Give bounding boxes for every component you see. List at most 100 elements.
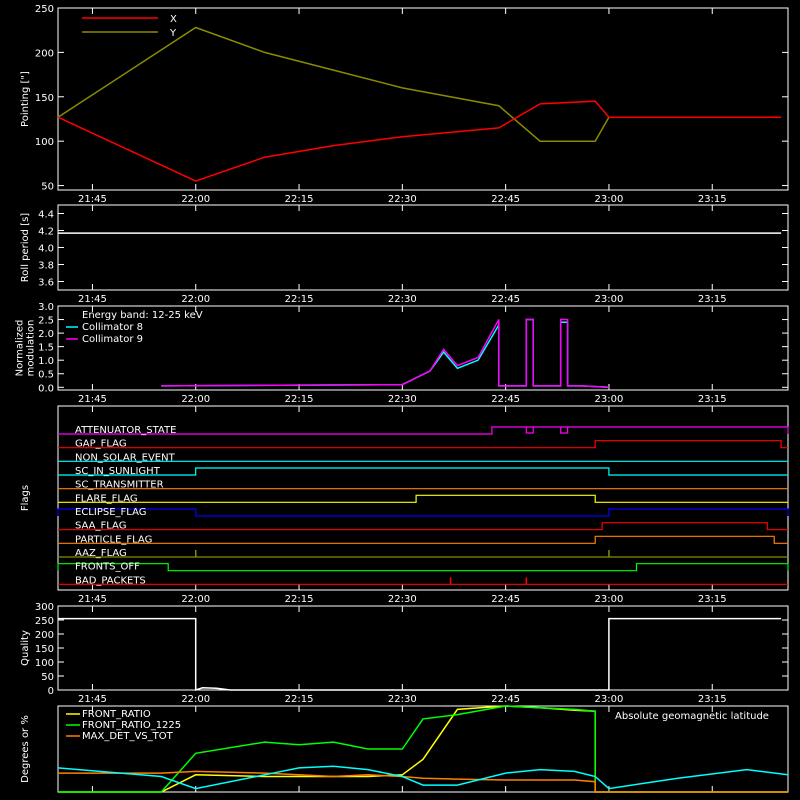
pointing-series-X — [57, 100, 782, 182]
y-tick-label: 50 — [41, 672, 54, 683]
legend-label-X: X — [170, 14, 177, 25]
flag-line-attenuator_state — [58, 426, 789, 435]
x-tick-label: 22:45 — [491, 394, 520, 405]
flag-label-bad_packets: BAD_PACKETS — [75, 575, 146, 586]
y-tick-label: 3.8 — [38, 261, 54, 272]
y-axis-label: Degrees or % — [20, 715, 31, 783]
legend-label: Collimator 8 — [82, 322, 143, 333]
y-tick-label: 2.0 — [38, 329, 54, 340]
x-tick-label: 23:00 — [595, 394, 624, 405]
y-tick-label: 0.0 — [38, 383, 54, 394]
y-tick-label: 250 — [35, 616, 54, 627]
y-axis-label: Quality — [20, 630, 31, 666]
x-tick-label: 22:00 — [181, 294, 210, 305]
y-tick-label: 0 — [48, 686, 54, 697]
legend-label: MAX_DET_VS_TOT — [82, 731, 174, 742]
x-tick-label: 23:15 — [698, 194, 727, 205]
x-tick-label: 23:00 — [595, 594, 624, 605]
y-axis-label: Roll period [s] — [20, 213, 31, 282]
x-tick-label: 23:15 — [698, 594, 727, 605]
legend-label: Collimator 9 — [82, 334, 143, 345]
flag-line-gap_flag — [58, 440, 788, 449]
x-tick-label: 23:15 — [698, 694, 727, 705]
modulation-series-collimator-8 — [161, 318, 609, 389]
x-tick-label: 23:00 — [595, 294, 624, 305]
flag-line-flare_flag — [58, 494, 788, 503]
flag-line-saa_flag — [58, 522, 788, 531]
y-tick-label: 200 — [35, 630, 54, 641]
y-tick-label: 200 — [35, 48, 54, 59]
y-tick-label: 3.6 — [38, 278, 54, 289]
flag-line-particle_flag — [58, 535, 788, 544]
flag-label-sc_in_sunlight: SC_IN_SUNLIGHT — [75, 466, 161, 477]
y-tick-label: 2.5 — [38, 316, 54, 327]
x-tick-label: 23:00 — [595, 194, 624, 205]
panel-frame-0 — [57, 7, 789, 191]
panel-frame-2 — [57, 305, 789, 391]
x-tick-label: 23:15 — [698, 294, 727, 305]
y-tick-label: 250 — [35, 4, 54, 15]
legend-label: FRONT_RATIO_1225 — [82, 720, 181, 731]
x-tick-label: 21:45 — [78, 294, 107, 305]
x-tick-label: 22:30 — [388, 594, 417, 605]
x-tick-label: 22:30 — [388, 194, 417, 205]
modulation-series-collimator-9 — [161, 318, 609, 389]
flag-label-saa_flag: SAA_FLAG — [75, 521, 126, 532]
y-tick-label: 150 — [35, 644, 54, 655]
x-tick-label: 22:45 — [491, 294, 520, 305]
flag-label-eclipse_flag: ECLIPSE_FLAG — [75, 507, 146, 518]
ratio-series-max_det_vs_tot — [58, 770, 788, 793]
flag-label-attenuator_state: ATTENUATOR_STATE — [75, 425, 176, 436]
x-tick-label: 21:45 — [78, 594, 107, 605]
flag-label-aaz_flag: AAZ_FLAG — [75, 548, 127, 559]
y-axis-label: modulation — [26, 320, 37, 377]
flag-label-flare_flag: FLARE_FLAG — [75, 493, 138, 504]
x-tick-label: 21:45 — [78, 194, 107, 205]
x-tick-label: 22:15 — [285, 194, 314, 205]
y-tick-label: 50 — [41, 182, 54, 193]
y-tick-label: 100 — [35, 658, 54, 669]
x-tick-label: 21:45 — [78, 394, 107, 405]
y-tick-label: 4.4 — [38, 210, 54, 221]
x-tick-label: 22:00 — [181, 694, 210, 705]
y-tick-label: 0.5 — [38, 370, 54, 381]
y-tick-label: 100 — [35, 137, 54, 148]
y-tick-label: 4.2 — [38, 227, 54, 238]
y-tick-label: 3.0 — [38, 302, 54, 313]
y-tick-label: 300 — [35, 602, 54, 613]
pointing-series-Y — [57, 26, 782, 142]
legend-label-Y: Y — [169, 28, 177, 39]
flag-label-non_solar_event: NON_SOLAR_EVENT — [75, 452, 176, 463]
x-tick-label: 22:15 — [285, 594, 314, 605]
x-tick-label: 22:45 — [491, 194, 520, 205]
energy-band-annotation: Energy band: 12-25 keV — [82, 310, 203, 321]
panel-frame-3 — [57, 405, 789, 591]
y-axis-label: Flags — [20, 485, 31, 511]
x-tick-label: 22:30 — [388, 394, 417, 405]
x-tick-label: 22:00 — [181, 594, 210, 605]
x-tick-label: 22:45 — [491, 594, 520, 605]
flag-label-particle_flag: PARTICLE_FLAG — [75, 534, 152, 545]
flag-label-fronts_off: FRONTS_OFF — [75, 562, 140, 573]
flag-dip — [560, 427, 569, 434]
ratio-series-absolute-geomagnetic-latitude — [57, 765, 789, 790]
y-tick-label: 1.5 — [38, 343, 54, 354]
x-tick-label: 21:45 — [78, 694, 107, 705]
x-tick-label: 22:45 — [491, 694, 520, 705]
x-tick-label: 22:15 — [285, 294, 314, 305]
x-tick-label: 23:00 — [595, 694, 624, 705]
flag-label-gap_flag: GAP_FLAG — [75, 439, 127, 450]
y-tick-label: 4.0 — [38, 244, 54, 255]
x-tick-label: 22:15 — [285, 394, 314, 405]
geomagnetic-latitude-label: Absolute geomagnetic latitude — [615, 711, 769, 722]
x-tick-label: 23:15 — [698, 394, 727, 405]
legend-label: FRONT_RATIO — [82, 709, 151, 720]
flag-label-sc_transmitter: SC_TRANSMITTER — [75, 480, 164, 491]
quality-series — [58, 617, 782, 692]
panel-frame-5 — [57, 705, 789, 793]
flag-line-fronts_off — [57, 563, 789, 572]
flag-dip — [525, 427, 534, 434]
y-axis-label: Normalized — [15, 320, 26, 377]
flag-line-sc_in_sunlight — [58, 467, 788, 476]
x-tick-label: 22:15 — [285, 694, 314, 705]
